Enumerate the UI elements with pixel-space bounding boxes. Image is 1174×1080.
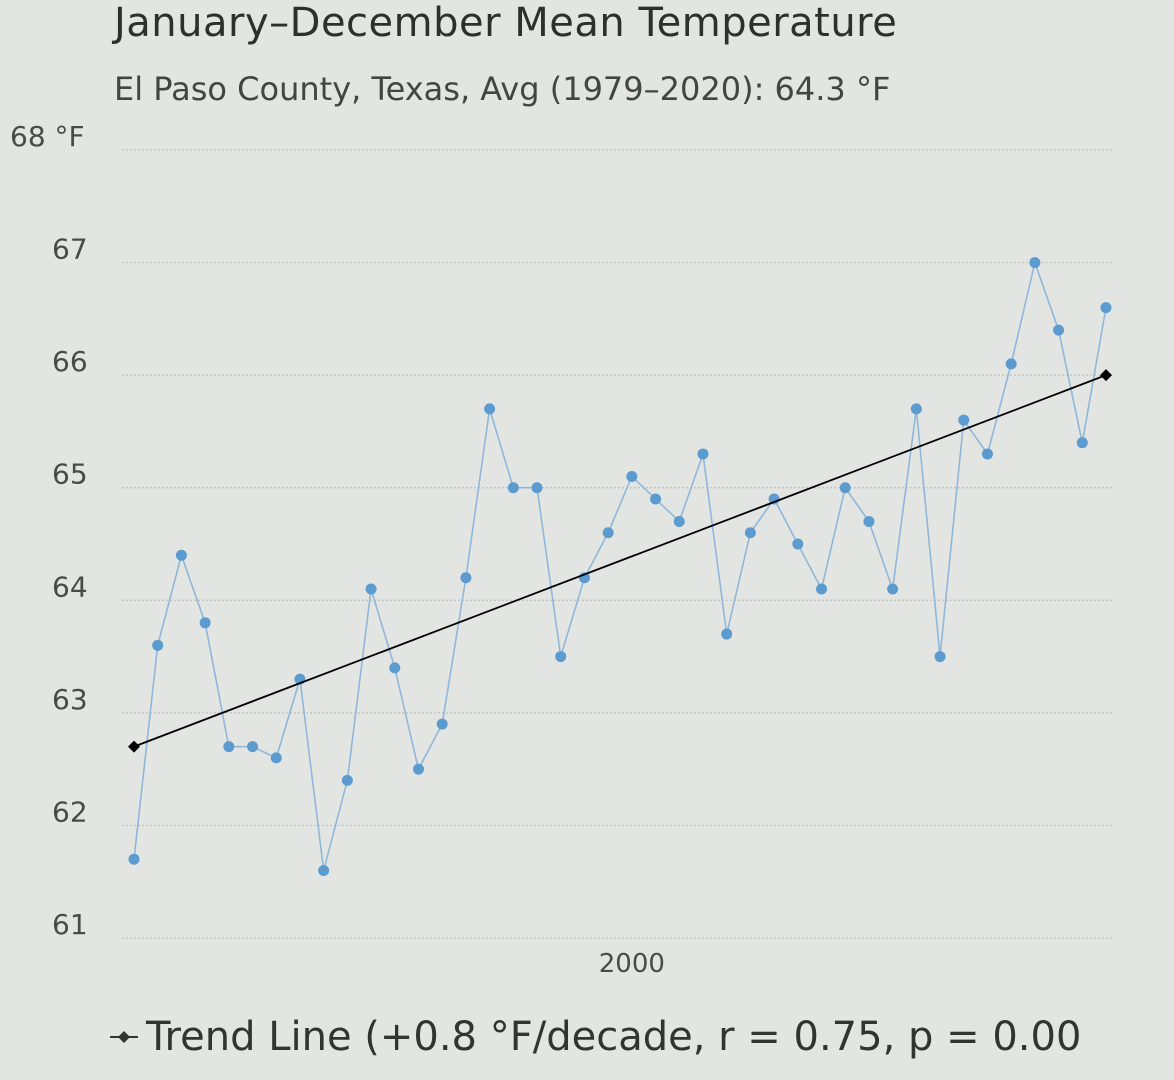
data-point	[910, 403, 922, 415]
data-point	[389, 662, 401, 674]
data-point	[981, 448, 993, 460]
data-point	[1076, 437, 1088, 449]
grid-lines	[122, 149, 1112, 939]
data-point	[1053, 324, 1065, 336]
data-point	[887, 583, 899, 595]
temperature-series[interactable]	[128, 257, 1112, 876]
trend-marker-icon	[110, 1031, 138, 1043]
data-point	[1100, 302, 1112, 314]
data-point	[863, 515, 875, 527]
x-axis-ticks: 2000	[599, 949, 665, 979]
y-tick-label: 66	[52, 345, 88, 378]
data-point	[175, 549, 187, 561]
data-point	[1005, 358, 1017, 370]
trend-endpoint-marker	[128, 740, 140, 753]
data-point	[839, 482, 851, 494]
data-point	[128, 853, 140, 865]
data-point	[412, 763, 424, 775]
x-tick-label: 2000	[599, 949, 665, 979]
y-tick-label: 61	[52, 908, 88, 941]
data-point	[816, 583, 828, 595]
data-point	[365, 583, 377, 595]
y-tick-label: 64	[52, 570, 88, 603]
data-point	[270, 752, 282, 764]
y-tick-label: 65	[52, 458, 88, 491]
y-tick-label: 67	[52, 233, 88, 266]
data-point	[152, 639, 164, 651]
data-point	[650, 493, 662, 505]
trend-endpoint-marker	[1100, 369, 1112, 382]
data-point	[673, 515, 685, 527]
data-point	[934, 651, 946, 663]
data-point	[1029, 257, 1041, 269]
data-point	[460, 572, 472, 584]
y-axis-ticks: 68 °F 67 66 65 64 63 62 61	[10, 120, 88, 941]
chart-subtitle: El Paso County, Texas, Avg (1979–2020): …	[114, 70, 891, 108]
data-point	[602, 527, 614, 539]
data-point	[792, 538, 804, 550]
data-point	[531, 482, 543, 494]
data-point	[697, 448, 709, 460]
y-tick-label: 63	[52, 683, 88, 716]
data-point	[318, 864, 330, 876]
data-point	[721, 628, 733, 640]
trend-line[interactable]	[128, 369, 1112, 753]
data-point	[958, 414, 970, 426]
series-line	[133, 259, 1107, 871]
y-tick-label: 68 °F	[10, 120, 85, 153]
data-point	[223, 741, 235, 753]
data-point	[484, 403, 496, 415]
trend-line-segment	[133, 374, 1107, 748]
legend-item-trend[interactable]: Trend Line (+0.8 °F/decade, r = 0.75, p …	[104, 1014, 1081, 1060]
data-point	[626, 470, 638, 482]
y-tick-label: 62	[52, 795, 88, 828]
data-point	[247, 741, 259, 753]
data-point	[555, 651, 567, 663]
data-point	[341, 774, 353, 786]
data-point	[744, 527, 756, 539]
data-point	[199, 617, 211, 629]
chart-title: January–December Mean Temperature	[114, 0, 898, 46]
data-point	[507, 482, 519, 494]
legend-label-trend: Trend Line (+0.8 °F/decade, r = 0.75, p …	[146, 1014, 1082, 1060]
data-point	[436, 718, 448, 730]
